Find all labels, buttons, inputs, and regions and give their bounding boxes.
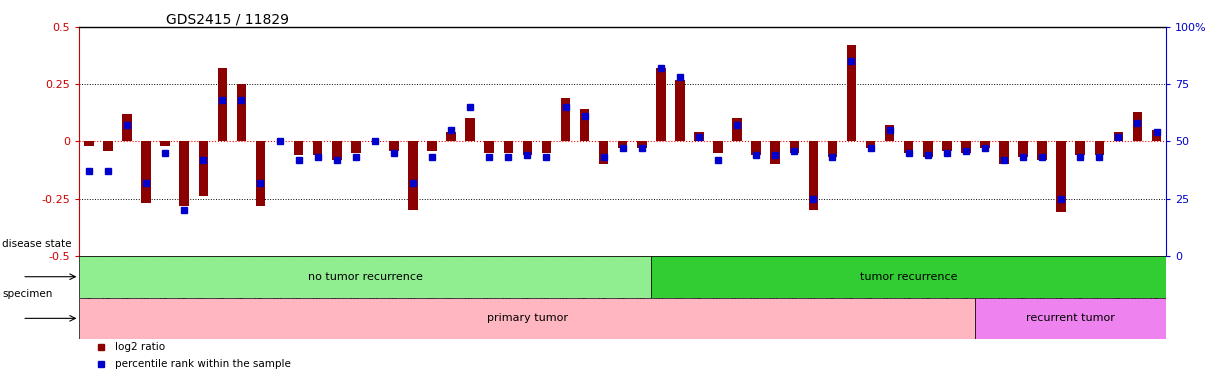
Bar [1076,141,1085,155]
Text: tumor recurrence: tumor recurrence [860,272,957,282]
Bar [1018,141,1028,157]
Bar [352,141,360,153]
Bar [237,84,247,141]
Bar [1094,141,1104,155]
Bar [580,109,590,141]
Text: log2 ratio: log2 ratio [115,343,165,353]
Bar [828,141,838,157]
Bar [542,141,551,153]
Bar [332,141,342,160]
Bar [427,141,437,151]
Bar [885,125,894,141]
Bar [79,256,651,298]
Text: GDS2415 / 11829: GDS2415 / 11829 [166,13,289,27]
Bar [1133,112,1142,141]
Bar [751,141,761,155]
Bar [598,141,608,164]
Text: percentile rank within the sample: percentile rank within the sample [115,359,291,369]
Bar [465,119,475,141]
Bar [733,119,742,141]
Text: no tumor recurrence: no tumor recurrence [308,272,422,282]
Bar [999,141,1009,164]
Bar [923,141,933,157]
Bar [904,141,913,153]
Bar [84,141,94,146]
Bar [408,141,418,210]
Text: primary tumor: primary tumor [487,313,568,323]
Bar [142,141,151,203]
Bar [675,79,685,141]
Bar [199,141,208,196]
Bar [560,98,570,141]
Bar [294,141,303,155]
Bar [447,132,455,141]
Bar [651,256,1166,298]
Bar [770,141,780,164]
Bar [1114,132,1123,141]
Bar [790,141,799,153]
Bar [1151,130,1161,141]
Bar [943,141,951,151]
Bar [866,141,875,148]
Bar [523,141,532,155]
Bar [389,141,399,151]
Bar [313,141,322,155]
Bar [122,114,132,141]
Text: recurrent tumor: recurrent tumor [1027,313,1115,323]
Bar [846,45,856,141]
Bar [713,141,723,153]
Bar [656,68,665,141]
Bar [695,132,703,141]
Bar [808,141,818,210]
Bar [179,141,189,205]
Bar [255,141,265,205]
Bar [485,141,495,153]
Bar [1038,141,1046,160]
Bar [961,141,971,153]
Bar [217,68,227,141]
Text: specimen: specimen [2,289,53,299]
Text: disease state: disease state [2,239,72,249]
Bar [980,141,990,148]
Bar [160,141,170,146]
Bar [618,141,628,148]
Bar [637,141,647,148]
Bar [503,141,513,153]
Bar [79,298,976,339]
Bar [976,298,1166,339]
Bar [104,141,112,151]
Bar [1056,141,1066,212]
